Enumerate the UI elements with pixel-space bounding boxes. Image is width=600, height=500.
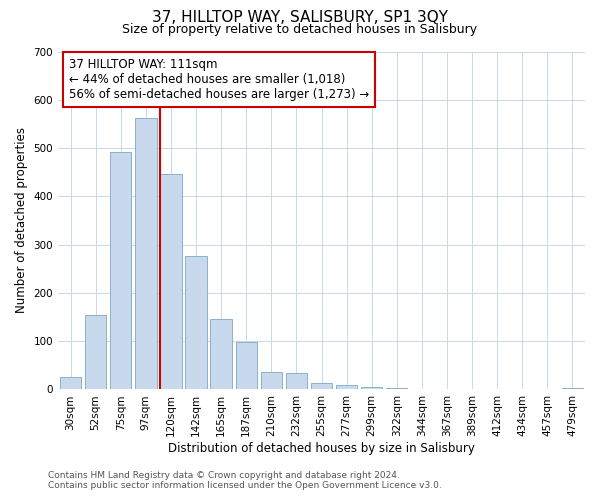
- X-axis label: Distribution of detached houses by size in Salisbury: Distribution of detached houses by size …: [168, 442, 475, 455]
- Bar: [135, 118, 157, 390]
- Bar: [336, 385, 357, 390]
- Text: 37, HILLTOP WAY, SALISBURY, SP1 3QY: 37, HILLTOP WAY, SALISBURY, SP1 3QY: [152, 10, 448, 25]
- Y-axis label: Number of detached properties: Number of detached properties: [15, 128, 28, 314]
- Bar: [386, 388, 407, 390]
- Bar: [185, 256, 207, 390]
- Bar: [361, 387, 382, 390]
- Bar: [85, 314, 106, 390]
- Text: Size of property relative to detached houses in Salisbury: Size of property relative to detached ho…: [122, 22, 478, 36]
- Bar: [110, 152, 131, 390]
- Bar: [236, 342, 257, 390]
- Bar: [311, 382, 332, 390]
- Bar: [60, 378, 81, 390]
- Text: Contains HM Land Registry data © Crown copyright and database right 2024.
Contai: Contains HM Land Registry data © Crown c…: [48, 470, 442, 490]
- Bar: [211, 319, 232, 390]
- Bar: [286, 372, 307, 390]
- Text: 37 HILLTOP WAY: 111sqm
← 44% of detached houses are smaller (1,018)
56% of semi-: 37 HILLTOP WAY: 111sqm ← 44% of detached…: [68, 58, 369, 102]
- Bar: [562, 388, 583, 390]
- Bar: [260, 372, 282, 390]
- Bar: [160, 174, 182, 390]
